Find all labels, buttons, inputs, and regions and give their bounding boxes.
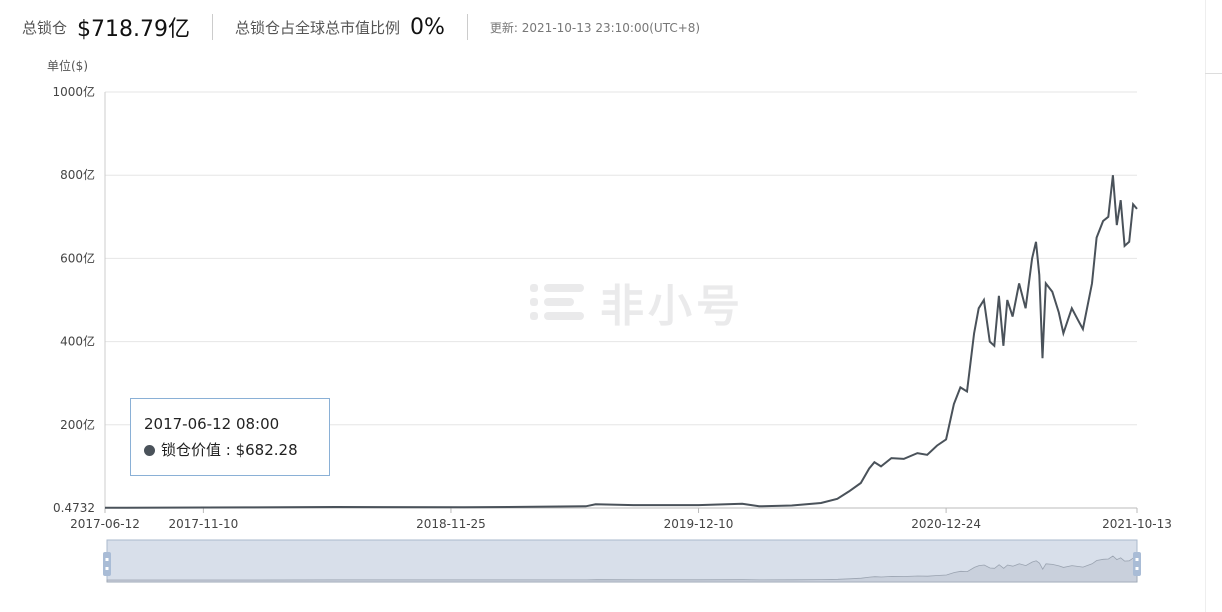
y-axis-unit: 单位($) [47,59,88,73]
zoom-handle-right[interactable] [1133,552,1141,576]
tooltip: 2017-06-12 08:00 锁仓价值 : $682.28 [130,398,330,476]
tvl-label: 总锁仓 [22,18,68,37]
divider [212,14,213,40]
side-panel-divider [1205,73,1222,74]
y-tick-label: 400亿 [60,334,95,349]
x-tick-label: 2020-12-24 [911,517,981,531]
updated-time: 更新: 2021-10-13 23:10:00(UTC+8) [489,20,701,35]
zoom-handle-left[interactable] [103,552,111,576]
tooltip-date: 2017-06-12 08:00 [144,415,280,433]
x-tick-label: 2017-06-12 [70,517,140,531]
x-tick-label: 2017-11-10 [169,517,239,531]
share-value: 0% [410,14,445,40]
y-tick-label: 600亿 [60,250,95,265]
tooltip-value: 锁仓价值 : $682.28 [161,441,298,459]
y-tick-label: 200亿 [60,417,95,432]
handle-grip-icon [105,567,109,570]
y-tick-label: 0.4732 [53,501,95,515]
watermark-logo-icon [530,284,584,320]
divider [466,14,468,40]
summary-header: 总锁仓 $718.79亿 总锁仓占全球总市值比例 0% 更新: 2021-10-… [22,12,700,42]
share-label: 总锁仓占全球总市值比例 [235,18,401,37]
x-tick-label: 2018-11-25 [416,517,486,531]
tvl-value: $718.79亿 [77,17,190,42]
handle-grip-icon [105,558,109,561]
x-tick-label: 2019-12-10 [664,517,734,531]
handle-grip-icon [1135,567,1139,570]
watermark: 非小号 [530,270,744,334]
zoom-slider[interactable] [103,539,1141,583]
y-tick-label: 800亿 [60,167,95,182]
y-tick-label: 1000亿 [52,84,95,99]
handle-grip-icon [1135,558,1139,561]
zoom-preview-area [106,555,1138,583]
series-dot-icon [144,445,155,456]
x-tick-label: 2021-10-13 [1102,517,1172,531]
watermark-text: 非小号 [600,281,744,332]
side-panel-border [1205,0,1206,612]
